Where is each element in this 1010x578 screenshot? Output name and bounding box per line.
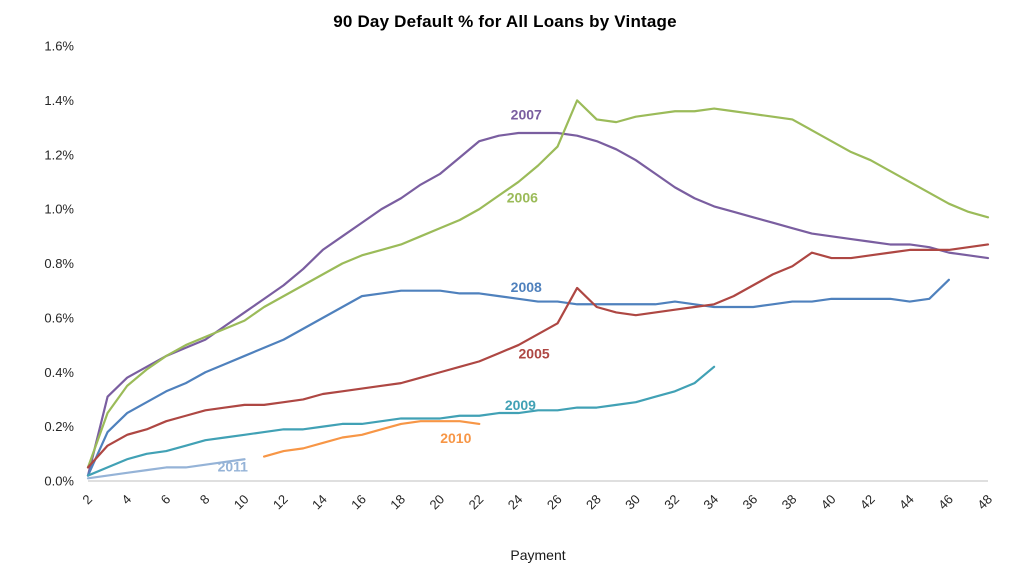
x-tick-label: 24 [505, 492, 526, 513]
series-label-2006: 2006 [507, 189, 538, 205]
y-tick-label: 0.8% [44, 256, 74, 271]
x-tick-label: 16 [348, 492, 369, 513]
x-tick-label: 36 [740, 492, 761, 513]
series-line-2011 [86, 458, 246, 480]
x-tick-label: 20 [426, 492, 447, 513]
x-tick-label: 26 [544, 492, 565, 513]
series-label-2009: 2009 [505, 397, 536, 413]
series-line-2005 [86, 243, 990, 469]
x-tick-label: 8 [197, 492, 213, 508]
series-line-2010 [262, 420, 481, 458]
series-label-2008: 2008 [511, 279, 542, 295]
x-tick-label: 12 [270, 492, 291, 513]
y-tick-label: 1.4% [44, 93, 74, 108]
x-tick-label: 34 [700, 492, 721, 513]
x-tick-label: 32 [661, 492, 682, 513]
x-tick-label: 18 [387, 492, 408, 513]
series-label-2010: 2010 [440, 430, 471, 446]
y-tick-label: 1.2% [44, 147, 74, 162]
x-tick-label: 42 [857, 492, 878, 513]
x-tick-label: 22 [466, 492, 487, 513]
x-tick-label: 14 [309, 492, 330, 513]
x-tick-label: 46 [935, 492, 956, 513]
y-tick-label: 1.0% [44, 202, 74, 217]
x-tick-label: 10 [231, 492, 252, 513]
y-tick-label: 0.2% [44, 419, 74, 434]
y-tick-label: 0.6% [44, 310, 74, 325]
series-label-2011: 2011 [218, 458, 249, 474]
x-tick-label: 6 [158, 492, 174, 508]
x-tick-label: 28 [583, 492, 604, 513]
series-label-2005: 2005 [519, 346, 550, 362]
x-tick-label: 2 [79, 492, 95, 508]
x-axis-title: Payment [510, 547, 566, 563]
x-tick-label: 44 [896, 492, 917, 513]
x-tick-label: 38 [779, 492, 800, 513]
y-tick-label: 1.6% [44, 39, 74, 54]
series-label-2007: 2007 [511, 106, 542, 122]
series-line-2008 [86, 278, 950, 477]
x-tick-label: 4 [119, 492, 135, 508]
x-tick-label: 40 [818, 492, 839, 513]
series-line-2006 [86, 99, 990, 469]
x-tick-label: 30 [622, 492, 643, 513]
y-tick-label: 0.4% [44, 365, 74, 380]
series-line-2007 [86, 131, 990, 477]
series-line-2009 [86, 365, 716, 477]
x-tick-label: 48 [974, 492, 995, 513]
y-tick-label: 0.0% [44, 474, 74, 489]
chart-title: 90 Day Default % for All Loans by Vintag… [333, 12, 677, 31]
